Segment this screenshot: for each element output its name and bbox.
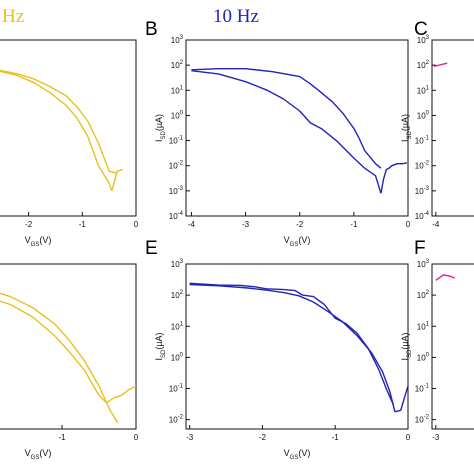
panel-b-ytick-label-3: 10-1 bbox=[169, 136, 184, 146]
panel-e-ytick-label-2: 100 bbox=[171, 352, 184, 362]
panel-a-series bbox=[0, 69, 123, 192]
panel-f-ytick-label-3: 101 bbox=[417, 321, 430, 331]
panel-b-ytick-label-7: 103 bbox=[171, 35, 184, 45]
panel-e-ytick-label-4: 102 bbox=[171, 290, 184, 300]
panel-d-frame bbox=[0, 263, 137, 430]
panel-e-xtick-label-1: -2 bbox=[259, 433, 267, 442]
panel-c-series-line-0 bbox=[433, 62, 448, 67]
panel-c-ytick-label-3: 10-1 bbox=[415, 136, 430, 146]
panel-b-xlabel: VGS(V) bbox=[284, 235, 311, 248]
panel-label-f: F bbox=[414, 238, 426, 259]
panel-a-xtick-label-0: -2 bbox=[25, 220, 33, 229]
panel-b-ytick-label-4: 100 bbox=[171, 110, 184, 120]
panel-b-xtick-label-0: -4 bbox=[188, 220, 196, 229]
panel-e-xtick-label-0: -3 bbox=[186, 433, 194, 442]
panel-b-frame bbox=[185, 39, 409, 217]
panel-e-ytick-label-3: 101 bbox=[171, 321, 184, 331]
panel-e-xlabel: VGS(V) bbox=[284, 448, 311, 461]
panel-e-series-line-0 bbox=[189, 283, 408, 413]
panel-b-ytick-label-5: 101 bbox=[171, 85, 184, 95]
panel-e: -3 -2 -1 0 10-2 10-1 100 101 102 103 VGS(V) ISD(µA) bbox=[154, 259, 411, 461]
panel-e-ylabel: ISD(µA) bbox=[154, 332, 167, 360]
panel-f-series-line-0 bbox=[435, 274, 456, 281]
panel-d-xlabel: VGS(V) bbox=[25, 448, 52, 461]
panel-c-ytick-label-0: 10-4 bbox=[415, 211, 430, 221]
panel-label-c: C bbox=[414, 19, 428, 40]
panel-a-xtick-label-2: 0 bbox=[134, 220, 139, 229]
panel-d-xtick-label-1: 0 bbox=[134, 433, 139, 442]
panel-e-xtick-label-2: -1 bbox=[332, 433, 340, 442]
panel-c-ytick-label-1: 10-3 bbox=[415, 186, 430, 196]
panel-c-series bbox=[433, 62, 448, 67]
panel-e-series-line-1 bbox=[189, 282, 395, 406]
panel-f-ytick-label-2: 100 bbox=[417, 352, 430, 362]
panel-b-ytick-label-1: 10-3 bbox=[169, 186, 184, 196]
panel-c: -410-4 10-3 10-2 10-1 100 101 102 103 ISD(µA) bbox=[400, 35, 474, 229]
panel-b-xtick-label-2: -2 bbox=[296, 220, 304, 229]
panel-a-xtick-label-1: -1 bbox=[79, 220, 87, 229]
panel-b-xtick-label-4: 0 bbox=[406, 220, 411, 229]
panel-b-ytick-label-6: 102 bbox=[171, 60, 184, 70]
panel-a-xlabel: VGS(V) bbox=[25, 235, 52, 248]
panel-f-xtick-label-0: -3 bbox=[432, 433, 440, 442]
panel-b-series-line-2 bbox=[191, 67, 382, 169]
panel-a-frame bbox=[0, 39, 137, 217]
panel-b-xtick-label-1: -3 bbox=[242, 220, 250, 229]
panel-e-ytick-label-1: 10-1 bbox=[169, 384, 184, 394]
panel-a-series-line-2 bbox=[0, 69, 118, 174]
panel-d-series-line-1 bbox=[0, 292, 119, 423]
panel-b-series-line-0 bbox=[191, 70, 382, 194]
panel-f-ytick-label-4: 102 bbox=[417, 290, 430, 300]
panel-c-ytick-label-4: 100 bbox=[417, 110, 430, 120]
panel-a-series-line-0 bbox=[0, 70, 113, 192]
panel-b-series bbox=[191, 67, 408, 194]
panel-f-ytick-label-1: 10-1 bbox=[415, 384, 430, 394]
panel-d: -1 0 VGS(V) bbox=[0, 263, 139, 461]
panel-b-series-line-1 bbox=[380, 162, 408, 194]
panel-d-xtick-label-0: -1 bbox=[58, 433, 66, 442]
panel-f-ylabel: ISD(µA) bbox=[400, 332, 413, 360]
panel-c-ytick-label-7: 103 bbox=[417, 35, 430, 45]
panel-f-frame bbox=[431, 263, 474, 430]
panel-e-ytick-label-5: 103 bbox=[171, 259, 184, 269]
panel-f-series bbox=[435, 274, 456, 281]
panel-b-ytick-label-2: 10-2 bbox=[169, 161, 184, 171]
panel-a-title: Hz bbox=[2, 6, 24, 27]
panel-f-ytick-label-0: 10-2 bbox=[415, 415, 430, 425]
panel-label-e: E bbox=[145, 238, 158, 259]
panel-d-series-line-0 bbox=[0, 300, 136, 404]
panel-c-ylabel: ISD(µA) bbox=[400, 114, 413, 142]
panel-c-ytick-label-2: 10-2 bbox=[415, 161, 430, 171]
panel-d-series bbox=[0, 292, 136, 423]
panel-e-xtick-label-3: 0 bbox=[406, 433, 411, 442]
panel-e-frame bbox=[185, 263, 409, 430]
panel-a-series-line-1 bbox=[111, 168, 123, 192]
panel-b-title: 10 Hz bbox=[213, 6, 259, 27]
panel-c-xtick-label-0: -4 bbox=[432, 220, 440, 229]
panel-label-b: B bbox=[145, 19, 158, 40]
panel-b: -4 -3 -2 -1 0 10-4 10-3 10-2 10-1 100 101 102 103 VGS… bbox=[154, 35, 411, 248]
plots-layer: -2 -1 0 VGS(V) -4 -3 -2 -1 0 10-4 10-3 10-2 10-1 100 1… bbox=[0, 35, 474, 461]
panel-a: -2 -1 0 VGS(V) bbox=[0, 39, 139, 248]
panel-c-ytick-label-5: 101 bbox=[417, 85, 430, 95]
panel-b-ytick-label-0: 10-4 bbox=[169, 211, 184, 221]
panel-b-ylabel: ISD(µA) bbox=[154, 114, 167, 142]
panel-c-ytick-label-6: 102 bbox=[417, 60, 430, 70]
panel-e-series bbox=[189, 282, 408, 413]
panel-f-ytick-label-5: 103 bbox=[417, 259, 430, 269]
panel-e-ytick-label-0: 10-2 bbox=[169, 415, 184, 425]
panel-c-frame bbox=[431, 39, 474, 217]
panel-b-xtick-label-3: -1 bbox=[350, 220, 358, 229]
panel-f: -310-2 10-1 100 101 102 103 ISD(µA) bbox=[400, 259, 474, 442]
